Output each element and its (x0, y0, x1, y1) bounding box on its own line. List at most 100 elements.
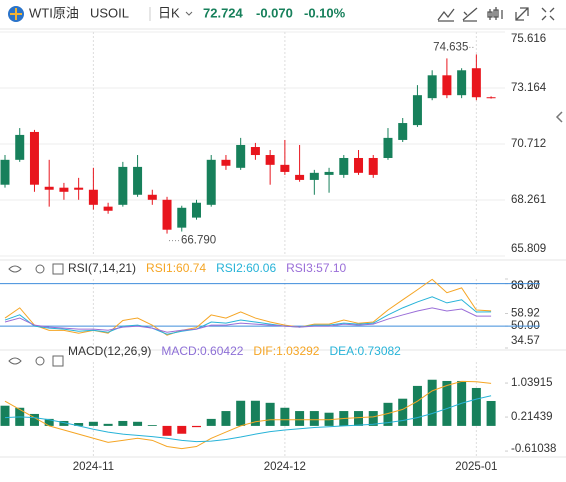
y-tick-label: 75.616 (511, 33, 546, 45)
candle-body (118, 166, 128, 205)
candle-body (324, 171, 334, 175)
price-change: -0.070 (256, 5, 293, 20)
macd-bar (383, 402, 393, 426)
macd-bar (44, 418, 54, 426)
legend-entry: RSI3:57.10 (286, 261, 346, 275)
candle-body (147, 194, 157, 200)
macd-bar (427, 379, 437, 426)
x-tick-label: 2025-01 (455, 461, 497, 473)
indicator-line (4, 395, 492, 443)
macd-bar (354, 411, 364, 426)
compare-button[interactable] (515, 7, 529, 21)
candle-body (486, 97, 496, 99)
legend-entry: RSI2:60.06 (216, 261, 276, 275)
y-tick-label: 65.809 (511, 243, 546, 255)
candle-body (457, 70, 467, 96)
settings-icon[interactable] (35, 264, 45, 274)
logo-mark (10, 8, 22, 20)
macd-bar (471, 387, 481, 426)
macd-bar (265, 402, 275, 426)
indicator-button[interactable] (462, 7, 478, 22)
candle-body (427, 75, 437, 99)
period[interactable]: 日K (158, 5, 180, 20)
candle-body (0, 159, 10, 185)
y-tick-label: 83.27 (511, 280, 540, 292)
candle-body (29, 131, 39, 185)
macd-bar (162, 425, 172, 436)
y-tick-label: 68.261 (511, 194, 546, 206)
last-price: 72.724 (203, 5, 244, 20)
y-tick-label: 70.712 (511, 138, 546, 150)
pane-title: MACD(12,26,9) (68, 344, 151, 358)
candle-body (339, 157, 349, 175)
indicator-line (4, 307, 492, 333)
visibility-icon[interactable] (8, 357, 22, 365)
macd-bar (0, 405, 10, 426)
fullscreen-button[interactable] (541, 7, 555, 21)
header: WTI原油 USOIL 日K 72.724 -0.070 -0.10% (0, 5, 566, 30)
extreme-label: 74.635 (433, 41, 468, 53)
candle-body (412, 95, 422, 126)
params-icon[interactable] (52, 355, 64, 367)
indicator-line (4, 380, 492, 450)
macd-bar (236, 400, 246, 426)
y-tick-label: 80.00 (511, 280, 540, 292)
macd-bar (442, 380, 452, 426)
symbol: USOIL (90, 5, 129, 20)
rsi-pane-header (8, 263, 64, 275)
candle-body (398, 123, 408, 140)
settings-icon[interactable] (35, 356, 45, 366)
candle-body (133, 166, 143, 195)
candle-body (59, 187, 69, 192)
candle-body (250, 147, 260, 156)
y-tick-label: 0.21439 (511, 411, 553, 423)
macd-pane-header (8, 355, 64, 367)
candle-body (354, 157, 364, 173)
candle-body (74, 187, 84, 190)
draw-tool-button[interactable] (437, 8, 455, 22)
macd-bar (295, 411, 305, 426)
y-tick-label: 34.57 (511, 335, 540, 347)
legend-entry: MACD:0.60422 (161, 344, 243, 358)
x-tick-label: 2024-11 (73, 461, 114, 473)
macd-bar (177, 425, 187, 434)
period-chevron[interactable] (185, 11, 193, 16)
visibility-icon[interactable] (8, 265, 22, 273)
candle-body (471, 68, 481, 98)
candle-body (162, 199, 172, 230)
macd-bar (88, 421, 98, 426)
macd-bar (250, 400, 260, 426)
collapse-arrow[interactable] (555, 111, 563, 123)
candle-body (309, 172, 319, 180)
macd-bar (29, 413, 39, 426)
price-change-pct: -0.10% (304, 5, 346, 20)
macd-bar (118, 420, 128, 426)
candle-body (442, 75, 452, 96)
candle-body (206, 159, 216, 205)
candle-body (88, 189, 98, 205)
indicator-line (4, 278, 492, 336)
chart-type-button[interactable] (487, 7, 503, 20)
macd-bar (59, 420, 69, 426)
y-tick-label: 1.03915 (511, 377, 553, 389)
macd-bar (412, 385, 422, 426)
candle-body (368, 157, 378, 175)
y-tick-label: 73.164 (511, 82, 547, 94)
macd-bar (191, 425, 201, 428)
pane-title: RSI(7,14,21) (68, 261, 136, 275)
macd-bar (103, 423, 113, 426)
candle-body (221, 159, 231, 166)
extreme-label: 66.790 (181, 235, 216, 247)
candle-body (265, 155, 275, 165)
candle-body (280, 164, 290, 172)
macd-bar (398, 398, 408, 426)
candle-body (177, 207, 187, 228)
macd-bar (486, 400, 496, 426)
legend-entry: DEA:0.73082 (329, 344, 401, 358)
candle-body (236, 144, 246, 168)
params-icon[interactable] (52, 263, 64, 275)
candle-body (295, 174, 305, 180)
candle-body (15, 134, 25, 160)
